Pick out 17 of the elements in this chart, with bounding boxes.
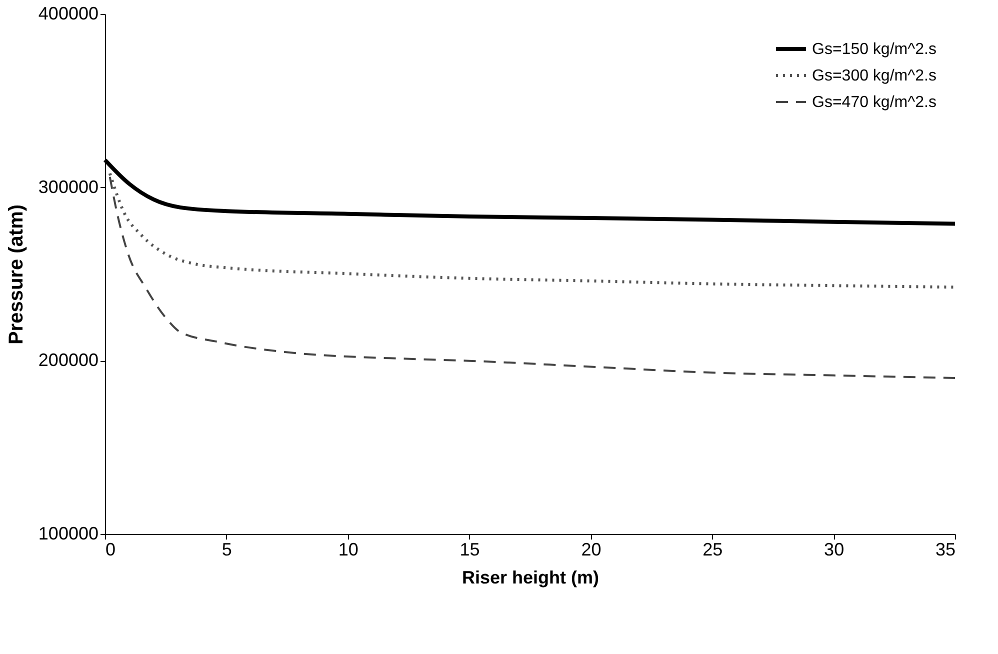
- y-tick-label: 400000: [38, 4, 98, 24]
- x-tick-label: 10: [338, 540, 358, 560]
- y-tick-label: 300000: [38, 176, 98, 197]
- y-tick-label: 200000: [38, 350, 98, 370]
- x-axis-title: Riser height (m): [462, 568, 600, 588]
- x-tick-label: 0: [106, 540, 116, 560]
- x-tick-label: 30: [824, 540, 844, 560]
- x-tick-label: 20: [581, 540, 602, 560]
- y-tick-label: 100000: [38, 524, 98, 544]
- x-tick-label: 5: [222, 540, 232, 560]
- legend-label: Gs=300 kg/m^2.s: [812, 68, 936, 84]
- legend-label: Gs=150 kg/m^2.s: [812, 41, 936, 58]
- x-tick-label: 25: [702, 540, 723, 560]
- y-axis-title: Pressure (atm): [5, 204, 28, 345]
- x-tick-label: 35: [935, 540, 956, 560]
- legend-label: Gs=470 kg/m^2.s: [812, 94, 936, 111]
- x-tick-label: 15: [460, 540, 480, 560]
